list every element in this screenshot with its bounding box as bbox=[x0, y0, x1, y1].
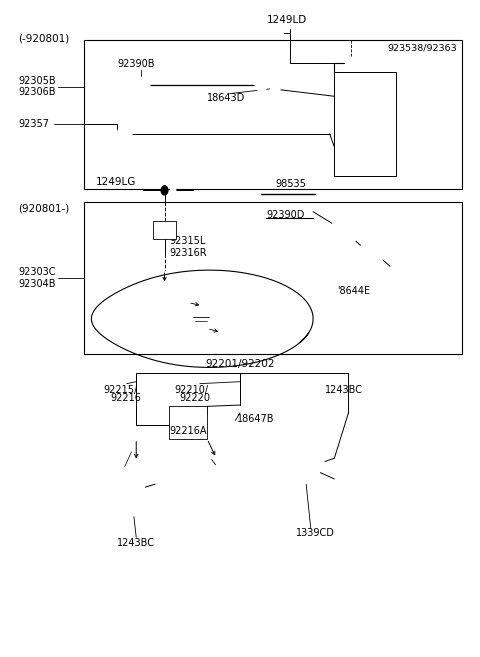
Ellipse shape bbox=[361, 239, 384, 265]
Text: 92201/92202: 92201/92202 bbox=[205, 359, 275, 369]
Bar bbox=[335, 72, 396, 176]
Text: 18647B: 18647B bbox=[237, 415, 274, 424]
Ellipse shape bbox=[117, 127, 132, 141]
Ellipse shape bbox=[331, 219, 356, 246]
Text: 92210/: 92210/ bbox=[174, 385, 208, 395]
Text: (-920801): (-920801) bbox=[18, 34, 70, 43]
Text: 1249LG: 1249LG bbox=[96, 177, 136, 187]
Ellipse shape bbox=[392, 259, 413, 284]
Text: 1243BC: 1243BC bbox=[325, 385, 363, 395]
Text: 92305B
92306B: 92305B 92306B bbox=[18, 76, 56, 97]
Bar bbox=[169, 406, 207, 439]
Text: 92220: 92220 bbox=[180, 394, 211, 403]
Text: 1249LD: 1249LD bbox=[267, 15, 307, 25]
Text: (920801-): (920801-) bbox=[18, 203, 70, 214]
Text: 98535: 98535 bbox=[276, 179, 306, 189]
Circle shape bbox=[161, 186, 168, 195]
Ellipse shape bbox=[104, 467, 144, 507]
Text: 92390D: 92390D bbox=[266, 210, 304, 220]
Bar bbox=[153, 221, 176, 239]
Ellipse shape bbox=[110, 473, 139, 502]
Text: 92315L
92316R: 92315L 92316R bbox=[169, 236, 207, 258]
Text: 92390B: 92390B bbox=[118, 59, 155, 69]
Ellipse shape bbox=[255, 79, 267, 91]
Text: 92215/: 92215/ bbox=[103, 385, 137, 395]
Ellipse shape bbox=[291, 452, 321, 484]
Text: 18643D: 18643D bbox=[207, 93, 245, 103]
Text: 92216A: 92216A bbox=[169, 426, 207, 436]
Ellipse shape bbox=[216, 463, 229, 479]
Bar bbox=[84, 40, 462, 189]
Text: 92216: 92216 bbox=[110, 394, 141, 403]
Circle shape bbox=[170, 187, 176, 194]
Text: 923538/92363: 923538/92363 bbox=[387, 44, 457, 53]
Text: 92357: 92357 bbox=[18, 119, 49, 129]
Text: 92303C
92304B: 92303C 92304B bbox=[18, 267, 56, 288]
Text: '8644E: '8644E bbox=[336, 286, 370, 296]
Ellipse shape bbox=[270, 82, 281, 92]
Ellipse shape bbox=[132, 77, 150, 93]
Bar bbox=[84, 202, 462, 354]
Text: 1339CD: 1339CD bbox=[296, 528, 335, 538]
Text: 1243BC: 1243BC bbox=[117, 537, 155, 547]
